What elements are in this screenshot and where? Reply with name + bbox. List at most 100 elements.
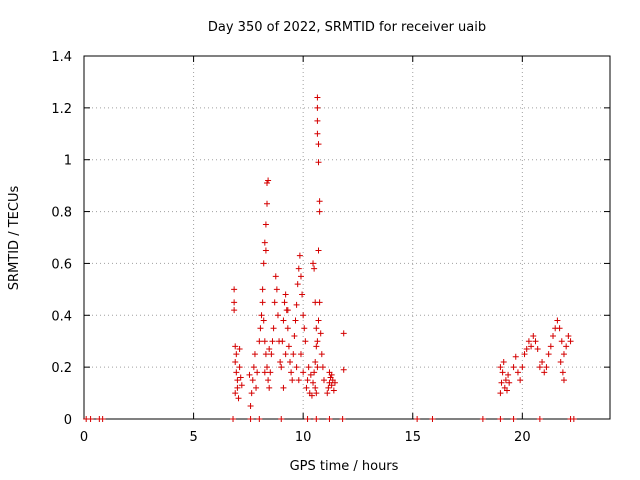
data-point xyxy=(310,379,317,386)
data-point xyxy=(567,338,574,345)
data-point xyxy=(506,379,513,386)
y-tick-label: 0.4 xyxy=(51,309,72,324)
data-point xyxy=(536,364,543,371)
data-point xyxy=(319,364,326,371)
data-point xyxy=(292,317,299,324)
data-point xyxy=(340,366,347,373)
data-point xyxy=(502,377,509,384)
data-point xyxy=(498,379,505,386)
data-point xyxy=(261,369,268,376)
data-point xyxy=(293,364,300,371)
data-point xyxy=(313,343,320,350)
data-point xyxy=(258,312,265,319)
data-point xyxy=(313,416,320,422)
data-point xyxy=(303,384,310,391)
data-point xyxy=(325,384,332,391)
data-point xyxy=(326,416,333,422)
points-layer xyxy=(83,94,577,422)
data-point xyxy=(519,364,526,371)
data-point xyxy=(313,390,320,397)
x-tick-label: 0 xyxy=(80,430,88,445)
data-point xyxy=(290,351,297,358)
y-axis-label: SRMTID / TECUs xyxy=(7,186,22,291)
data-point xyxy=(305,364,312,371)
ticks-layer: 0 0.2 0.4 0.6 0.8 1 1.2 1.4 0 5 10 15 20 xyxy=(51,50,610,445)
data-point xyxy=(313,325,320,332)
data-point xyxy=(262,351,269,358)
data-point xyxy=(231,299,238,306)
data-point xyxy=(541,369,548,376)
data-point xyxy=(340,330,347,337)
data-point xyxy=(539,358,546,365)
data-point xyxy=(328,371,335,378)
data-point xyxy=(318,351,325,358)
data-point xyxy=(282,291,289,298)
data-point xyxy=(232,358,239,365)
y-tick-label: 0.8 xyxy=(51,206,72,221)
data-point xyxy=(236,345,243,352)
data-point xyxy=(288,369,295,376)
data-point xyxy=(260,260,267,267)
data-point xyxy=(266,345,273,352)
data-point xyxy=(248,390,255,397)
data-point xyxy=(316,208,323,215)
data-point xyxy=(565,333,572,340)
data-point xyxy=(550,333,557,340)
data-point xyxy=(246,371,253,378)
data-point xyxy=(270,325,277,332)
y-tick-label: 0.2 xyxy=(51,361,72,376)
data-point xyxy=(232,390,239,397)
data-point xyxy=(534,345,541,352)
data-point xyxy=(267,369,274,376)
data-point xyxy=(265,177,272,184)
data-point xyxy=(525,338,532,345)
data-point xyxy=(310,260,317,267)
data-point xyxy=(324,390,331,397)
data-point xyxy=(278,416,285,422)
x-axis-label: GPS time / hours xyxy=(290,459,399,474)
data-point xyxy=(302,338,309,345)
data-point xyxy=(266,384,273,391)
data-point xyxy=(558,338,565,345)
data-point xyxy=(315,317,322,324)
data-point xyxy=(512,353,519,360)
data-point xyxy=(304,416,311,422)
y-tick-label: 0.6 xyxy=(51,257,72,272)
data-point xyxy=(247,403,254,410)
data-point xyxy=(500,358,507,365)
data-point xyxy=(274,312,281,319)
data-point xyxy=(280,317,287,324)
data-point xyxy=(261,338,268,345)
data-point xyxy=(279,338,286,345)
data-point xyxy=(295,377,302,384)
data-point xyxy=(517,377,524,384)
data-point xyxy=(521,351,528,358)
data-point xyxy=(301,325,308,332)
data-point xyxy=(300,312,307,319)
chart-title: Day 350 of 2022, SRMTID for receiver uai… xyxy=(208,20,486,35)
data-point xyxy=(528,343,535,350)
data-point xyxy=(261,239,268,246)
data-point xyxy=(293,301,300,308)
data-point xyxy=(523,345,530,352)
data-point xyxy=(554,317,561,324)
data-point xyxy=(556,325,563,332)
data-point xyxy=(479,416,486,422)
data-point xyxy=(265,377,272,384)
data-point xyxy=(273,286,280,293)
data-point xyxy=(316,299,323,306)
data-point xyxy=(532,338,539,345)
data-point xyxy=(314,104,321,111)
data-point xyxy=(545,351,552,358)
data-point xyxy=(510,416,517,422)
data-point xyxy=(259,299,266,306)
data-point xyxy=(315,159,322,166)
data-point xyxy=(505,371,512,378)
plot-frame xyxy=(83,55,611,420)
data-point xyxy=(543,364,550,371)
data-point xyxy=(330,387,337,394)
data-point xyxy=(278,364,285,371)
data-point xyxy=(560,377,567,384)
data-point xyxy=(497,416,504,422)
